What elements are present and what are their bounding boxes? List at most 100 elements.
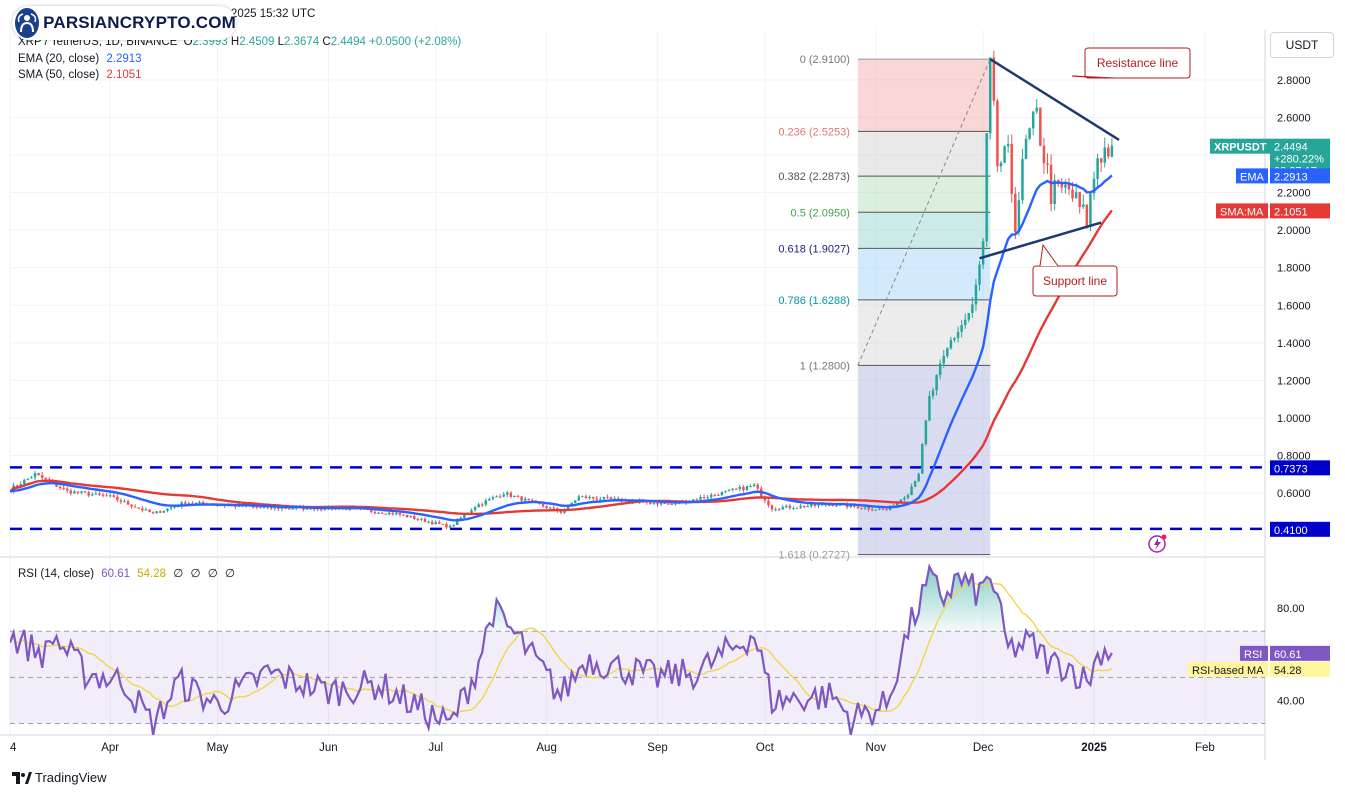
- candle-body: [720, 491, 724, 496]
- candle-body: [105, 495, 108, 497]
- candle-body: [184, 502, 187, 505]
- time-tick-label: 4: [10, 742, 17, 754]
- fib-label-0.236: 0.236 (2.5253): [778, 126, 850, 138]
- level-tag-0.7373-bg: [1270, 460, 1330, 476]
- rsi-ma-legend-value: 54.28: [137, 568, 167, 580]
- candle-body: [488, 498, 491, 501]
- candle-body: [663, 502, 666, 504]
- candle-body: [935, 374, 938, 391]
- candle-body: [377, 512, 380, 514]
- candle-body: [19, 484, 22, 486]
- candle-body: [606, 497, 609, 499]
- candle-body: [1071, 189, 1074, 199]
- candle-body: [523, 498, 527, 501]
- ema-legend[interactable]: EMA (20, close) 2.2913: [18, 53, 142, 65]
- candle-body: [613, 498, 616, 500]
- resistance-callout[interactable]: Resistance line: [1071, 47, 1191, 79]
- candle-body: [810, 503, 813, 507]
- candle-body: [498, 496, 502, 498]
- time-tick-label: Sep: [647, 742, 667, 754]
- candle-body: [652, 503, 656, 505]
- candle-body: [831, 504, 835, 506]
- candle-body: [541, 503, 545, 507]
- time-tick-label: Dec: [973, 742, 994, 754]
- candle-body: [198, 501, 201, 503]
- candle-body: [659, 502, 663, 505]
- rsi-value-tag-bg: [1270, 645, 1330, 661]
- currency-button[interactable]: USDT: [1270, 32, 1334, 58]
- candle-body: [774, 509, 777, 511]
- candle-body: [62, 488, 65, 490]
- price-tick-label: 2.0000: [1277, 225, 1311, 237]
- candle-body: [33, 473, 37, 478]
- support-callout-box: [1032, 265, 1118, 297]
- candle-body: [1110, 145, 1114, 157]
- candle-body: [284, 507, 287, 509]
- fib-zone-0.5: [857, 212, 991, 249]
- symbol-legend[interactable]: XRP / TetherUS, 1D, BINANCE O2.3993 H2.4…: [18, 36, 461, 48]
- candle-body: [738, 486, 742, 489]
- sma-value-tag: 2.1051: [1270, 203, 1330, 219]
- candle-body: [455, 519, 459, 525]
- sma-legend-label: SMA (50, close): [18, 69, 100, 81]
- support-callout[interactable]: Support line: [1032, 243, 1118, 297]
- candle-body: [83, 491, 87, 493]
- tradingview-icon: [12, 771, 32, 784]
- grid: [9, 30, 1265, 735]
- candle-body: [1003, 146, 1006, 163]
- ohlc-low: 2.3674: [284, 36, 320, 48]
- sma-legend-value: 2.1051: [106, 69, 142, 81]
- candle-body: [398, 513, 402, 515]
- candle-body: [1096, 158, 1099, 179]
- candle-body: [903, 497, 906, 500]
- candle-body: [1064, 184, 1067, 188]
- price-tick-label: 2.8000: [1277, 75, 1311, 87]
- lightning-replay-icon[interactable]: [1148, 534, 1167, 553]
- candle-body: [520, 496, 523, 501]
- price-tick-label: 2.6000: [1277, 112, 1311, 124]
- sma-legend[interactable]: SMA (50, close) 2.1051: [18, 69, 142, 81]
- candle-body: [1042, 145, 1046, 164]
- candle-body: [709, 494, 713, 498]
- candle-body: [1067, 184, 1071, 190]
- candle-body: [692, 499, 695, 502]
- candle-body: [441, 523, 445, 525]
- candle-body: [434, 522, 437, 525]
- time-tick-label: Jul: [428, 742, 443, 754]
- time-tick-label: Feb: [1195, 742, 1215, 754]
- candle-body: [173, 506, 176, 508]
- candle-body: [126, 501, 130, 505]
- candle-body: [506, 492, 509, 495]
- candle-body: [863, 507, 867, 509]
- candle-body: [123, 501, 126, 503]
- level-tag-0.4100: 0.4100: [1270, 521, 1330, 537]
- candle-body: [151, 512, 155, 514]
- tradingview-logo[interactable]: TradingView: [12, 770, 107, 785]
- rsi-axis: 80.00 40.00: [1277, 603, 1305, 707]
- candle-body: [159, 511, 162, 513]
- candle-body: [509, 492, 513, 497]
- rsi-legend-empty-4: ∅: [224, 568, 235, 580]
- candle-body: [287, 508, 291, 510]
- resistance-trend-line: [989, 58, 1120, 141]
- brand-name: PARSIANCRYPTO.COM: [43, 13, 236, 32]
- candle-body: [749, 486, 752, 488]
- candle-body: [870, 509, 874, 511]
- candle-body: [91, 494, 94, 496]
- candle-body: [949, 339, 953, 349]
- rsi-legend-title: RSI (14, close): [18, 568, 95, 580]
- candle-body: [788, 505, 792, 509]
- candle-body: [1092, 178, 1096, 194]
- candle-body: [201, 501, 205, 504]
- candle-body: [162, 510, 166, 513]
- ohlc-close: 2.4494: [330, 36, 366, 48]
- candle-body: [148, 509, 151, 513]
- fib-zone-0.236: [857, 131, 991, 177]
- candle-body: [942, 355, 946, 364]
- candle-body: [581, 496, 584, 498]
- rsi-legend[interactable]: RSI (14, close) 60.61 54.28 ∅ ∅ ∅ ∅: [18, 566, 235, 580]
- candle-body: [291, 508, 294, 510]
- candle-body: [577, 496, 581, 501]
- candle-body: [913, 481, 917, 487]
